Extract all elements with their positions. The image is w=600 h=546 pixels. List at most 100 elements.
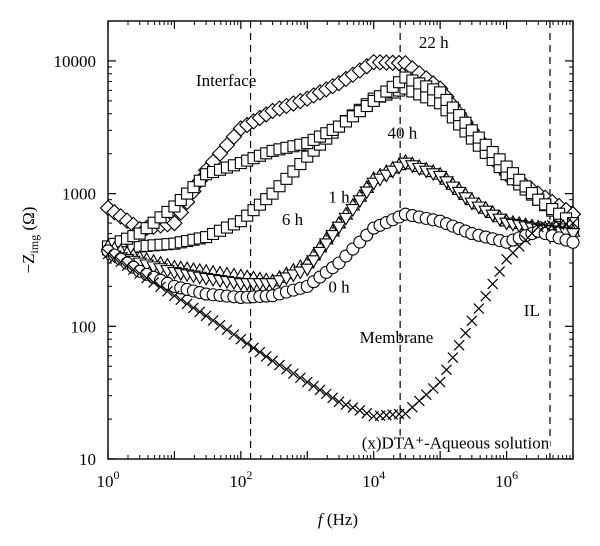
x-marker [281,363,292,375]
x-marker [248,342,259,354]
x-marker [169,290,180,302]
square-marker [434,86,447,99]
series-triangle_down [100,157,581,292]
y-axis-label: −Zimg (Ω) [19,207,41,274]
square-marker [519,180,532,193]
square-marker [479,138,492,151]
x-marker [347,402,359,413]
triangle-down-marker [299,263,315,277]
square-marker [459,116,472,129]
square-marker [294,157,307,171]
triangle-down-marker [359,186,375,200]
y-tick-label: 10 [79,450,96,469]
data-series [99,53,582,422]
square-marker [187,181,200,194]
x-marker [102,248,114,260]
square-marker [440,93,453,106]
y-tick-label: 1000 [62,185,96,204]
series-x [102,217,579,422]
square-marker [446,101,459,114]
x-marker [221,324,233,336]
x-marker [460,327,471,339]
annotation-interface: Interface [196,71,256,90]
triangle-down-marker [345,204,361,218]
x-marker [188,302,199,314]
y-tick-label: 10000 [54,52,97,71]
x-marker [108,252,120,264]
x-marker [333,396,345,408]
annotation-t1h: 1 h [328,187,350,206]
triangle-down-marker [565,228,581,242]
triangle-down-marker [318,238,334,252]
x-marker [274,359,285,371]
circle-marker [566,235,580,249]
square-marker [174,193,187,207]
square-marker [193,174,206,187]
annotation-t22h: 22 h [419,33,449,52]
square-marker [181,187,194,200]
x-tick-label: 102 [229,468,252,491]
annotation-aqueous: (x)DTA⁺-Aqueous solution [362,433,550,452]
annotation-t40h: 40 h [387,124,417,143]
x-marker [567,217,579,229]
x-marker [181,298,193,310]
square-marker [525,187,538,200]
x-marker [194,306,206,318]
x-marker [287,368,299,379]
triangle-down-marker [306,255,322,269]
square-marker [453,109,466,122]
annotation-membrane: Membrane [360,328,434,347]
square-marker [486,146,499,159]
x-marker [134,268,146,279]
x-marker [494,266,506,278]
x-marker [228,329,240,340]
x-marker [447,352,459,363]
annotation-t0h: 0 h [328,277,350,296]
series-square_open [101,71,580,253]
triangle-down-marker [338,212,354,226]
x-marker [175,294,187,306]
annotation-t6h: 6 h [282,210,304,229]
x-marker [121,260,133,272]
x-marker [314,384,326,396]
x-marker [260,351,272,362]
x-marker [487,278,499,290]
x-marker [361,407,373,419]
x-marker [480,290,492,302]
square-marker [493,153,506,166]
x-marker [294,372,306,384]
x-marker [466,315,478,327]
x-marker [207,315,219,326]
x-marker [162,285,173,297]
annotation-il: IL [524,301,540,320]
x-marker [241,338,253,349]
x-marker [453,339,465,351]
x-marker [200,310,212,322]
triangle-down-marker [331,221,347,235]
square-marker [287,165,300,178]
x-marker [148,276,160,288]
square-marker [168,200,181,213]
square-marker [273,180,286,193]
square-marker [500,160,513,173]
diamond-marker [166,214,183,232]
y-tick-label: 100 [71,317,97,336]
square-marker [513,173,526,186]
x-marker [327,392,339,404]
x-tick-label: 106 [495,468,518,491]
x-axis-label: f (Hz) [318,510,358,529]
x-marker [115,256,127,268]
x-tick-label: 100 [97,468,120,491]
triangle-down-marker [352,195,368,209]
triangle-down-marker [325,230,341,244]
annotations: Interface Membrane IL 22 h 40 h 6 h 1 h 0 h (x)D… [196,33,552,454]
x-marker [155,281,166,293]
square-marker [506,167,519,180]
triangle-down-marker [312,246,328,260]
x-marker [127,264,139,276]
square-marker [280,172,293,185]
square-marker [472,131,485,144]
square-marker [465,124,478,137]
x-marker [214,319,226,331]
